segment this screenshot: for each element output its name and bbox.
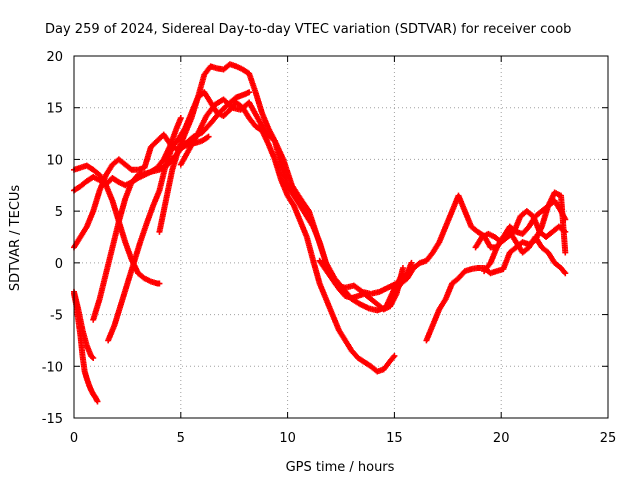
x-axis-label: GPS time / hours (286, 460, 395, 475)
plot-area (71, 61, 569, 405)
chart-title: Day 259 of 2024, Sidereal Day-to-day VTE… (45, 22, 571, 37)
series-sat-n (481, 228, 569, 277)
data-point (89, 353, 96, 360)
series-sat-g (105, 89, 398, 375)
y-tick-label: 0 (55, 257, 63, 272)
data-point (562, 249, 569, 256)
data-point (562, 228, 569, 235)
x-tick-label: 25 (600, 431, 617, 446)
y-tick-label: 5 (55, 205, 63, 220)
series-sat-l (423, 189, 569, 344)
y-axis-ticks: -15 -10 -5 0 5 10 15 20 (42, 50, 608, 427)
y-tick-label: -15 (42, 412, 63, 427)
y-tick-label: 10 (46, 153, 63, 168)
x-tick-label: 0 (70, 431, 78, 446)
plot-frame (73, 55, 609, 419)
y-tick-label: -10 (42, 360, 63, 375)
data-point (391, 352, 398, 359)
series-sat-f (90, 115, 184, 323)
data-point (177, 115, 184, 122)
x-tick-label: 20 (493, 431, 510, 446)
data-point (94, 398, 101, 405)
data-point (399, 265, 406, 272)
x-axis-ticks: 0 5 10 15 20 25 (70, 56, 616, 446)
y-tick-label: 20 (46, 50, 63, 65)
series-sat-j (316, 257, 415, 297)
data-point (562, 270, 569, 277)
series-sat-k (391, 192, 569, 297)
data-point (408, 259, 415, 266)
data-point (90, 355, 97, 362)
x-tick-label: 10 (279, 431, 296, 446)
grid-lines (74, 56, 608, 418)
data-point (156, 280, 163, 287)
y-axis-label: SDTVAR / TECUs (8, 185, 23, 292)
y-tick-label: -5 (50, 309, 63, 324)
y-tick-label: 15 (46, 102, 63, 117)
data-point (205, 133, 212, 140)
x-tick-label: 15 (386, 431, 403, 446)
x-tick-label: 5 (177, 431, 185, 446)
data-point (246, 89, 253, 96)
